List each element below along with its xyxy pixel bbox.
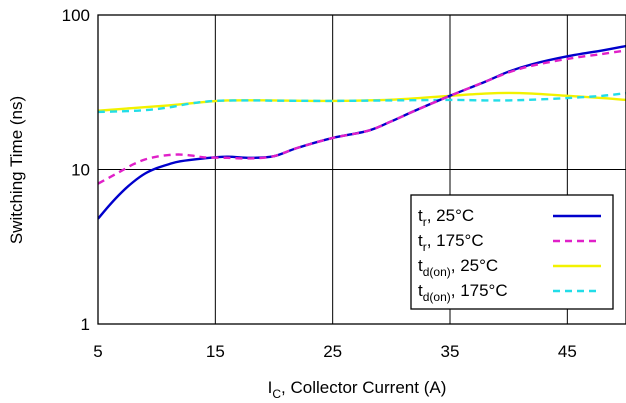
x-axis-title: IC, Collector Current (A) <box>268 378 447 401</box>
series-line-1 <box>98 49 626 185</box>
legend-label-1: tr, 175°C <box>418 231 484 254</box>
x-tick-label: 25 <box>323 342 342 361</box>
x-tick-label: 15 <box>206 342 225 361</box>
y-tick-label: 1 <box>81 315 90 334</box>
x-tick-label: 45 <box>558 342 577 361</box>
y-tick-label: 10 <box>71 161 90 180</box>
tick-labels: 5 15 25 35 45 1 10 100 <box>62 6 577 361</box>
plot-frame <box>97 14 626 325</box>
legend-label-2: td(on), 25°C <box>418 256 498 279</box>
legend-label-3: td(on), 175°C <box>418 281 508 304</box>
series-lines <box>98 44 626 220</box>
series-line-0 <box>98 44 626 220</box>
legend-label-0: tr, 25°C <box>418 206 474 229</box>
y-tick-label: 100 <box>62 6 90 25</box>
y-axis-title: Switching Time (ns) <box>7 96 26 244</box>
x-tick-label: 35 <box>441 342 460 361</box>
legend: tr, 25°Ctr, 175°Ctd(on), 25°Ctd(on), 175… <box>410 194 614 310</box>
series-line-3 <box>98 91 626 114</box>
x-tick-label: 5 <box>93 342 102 361</box>
